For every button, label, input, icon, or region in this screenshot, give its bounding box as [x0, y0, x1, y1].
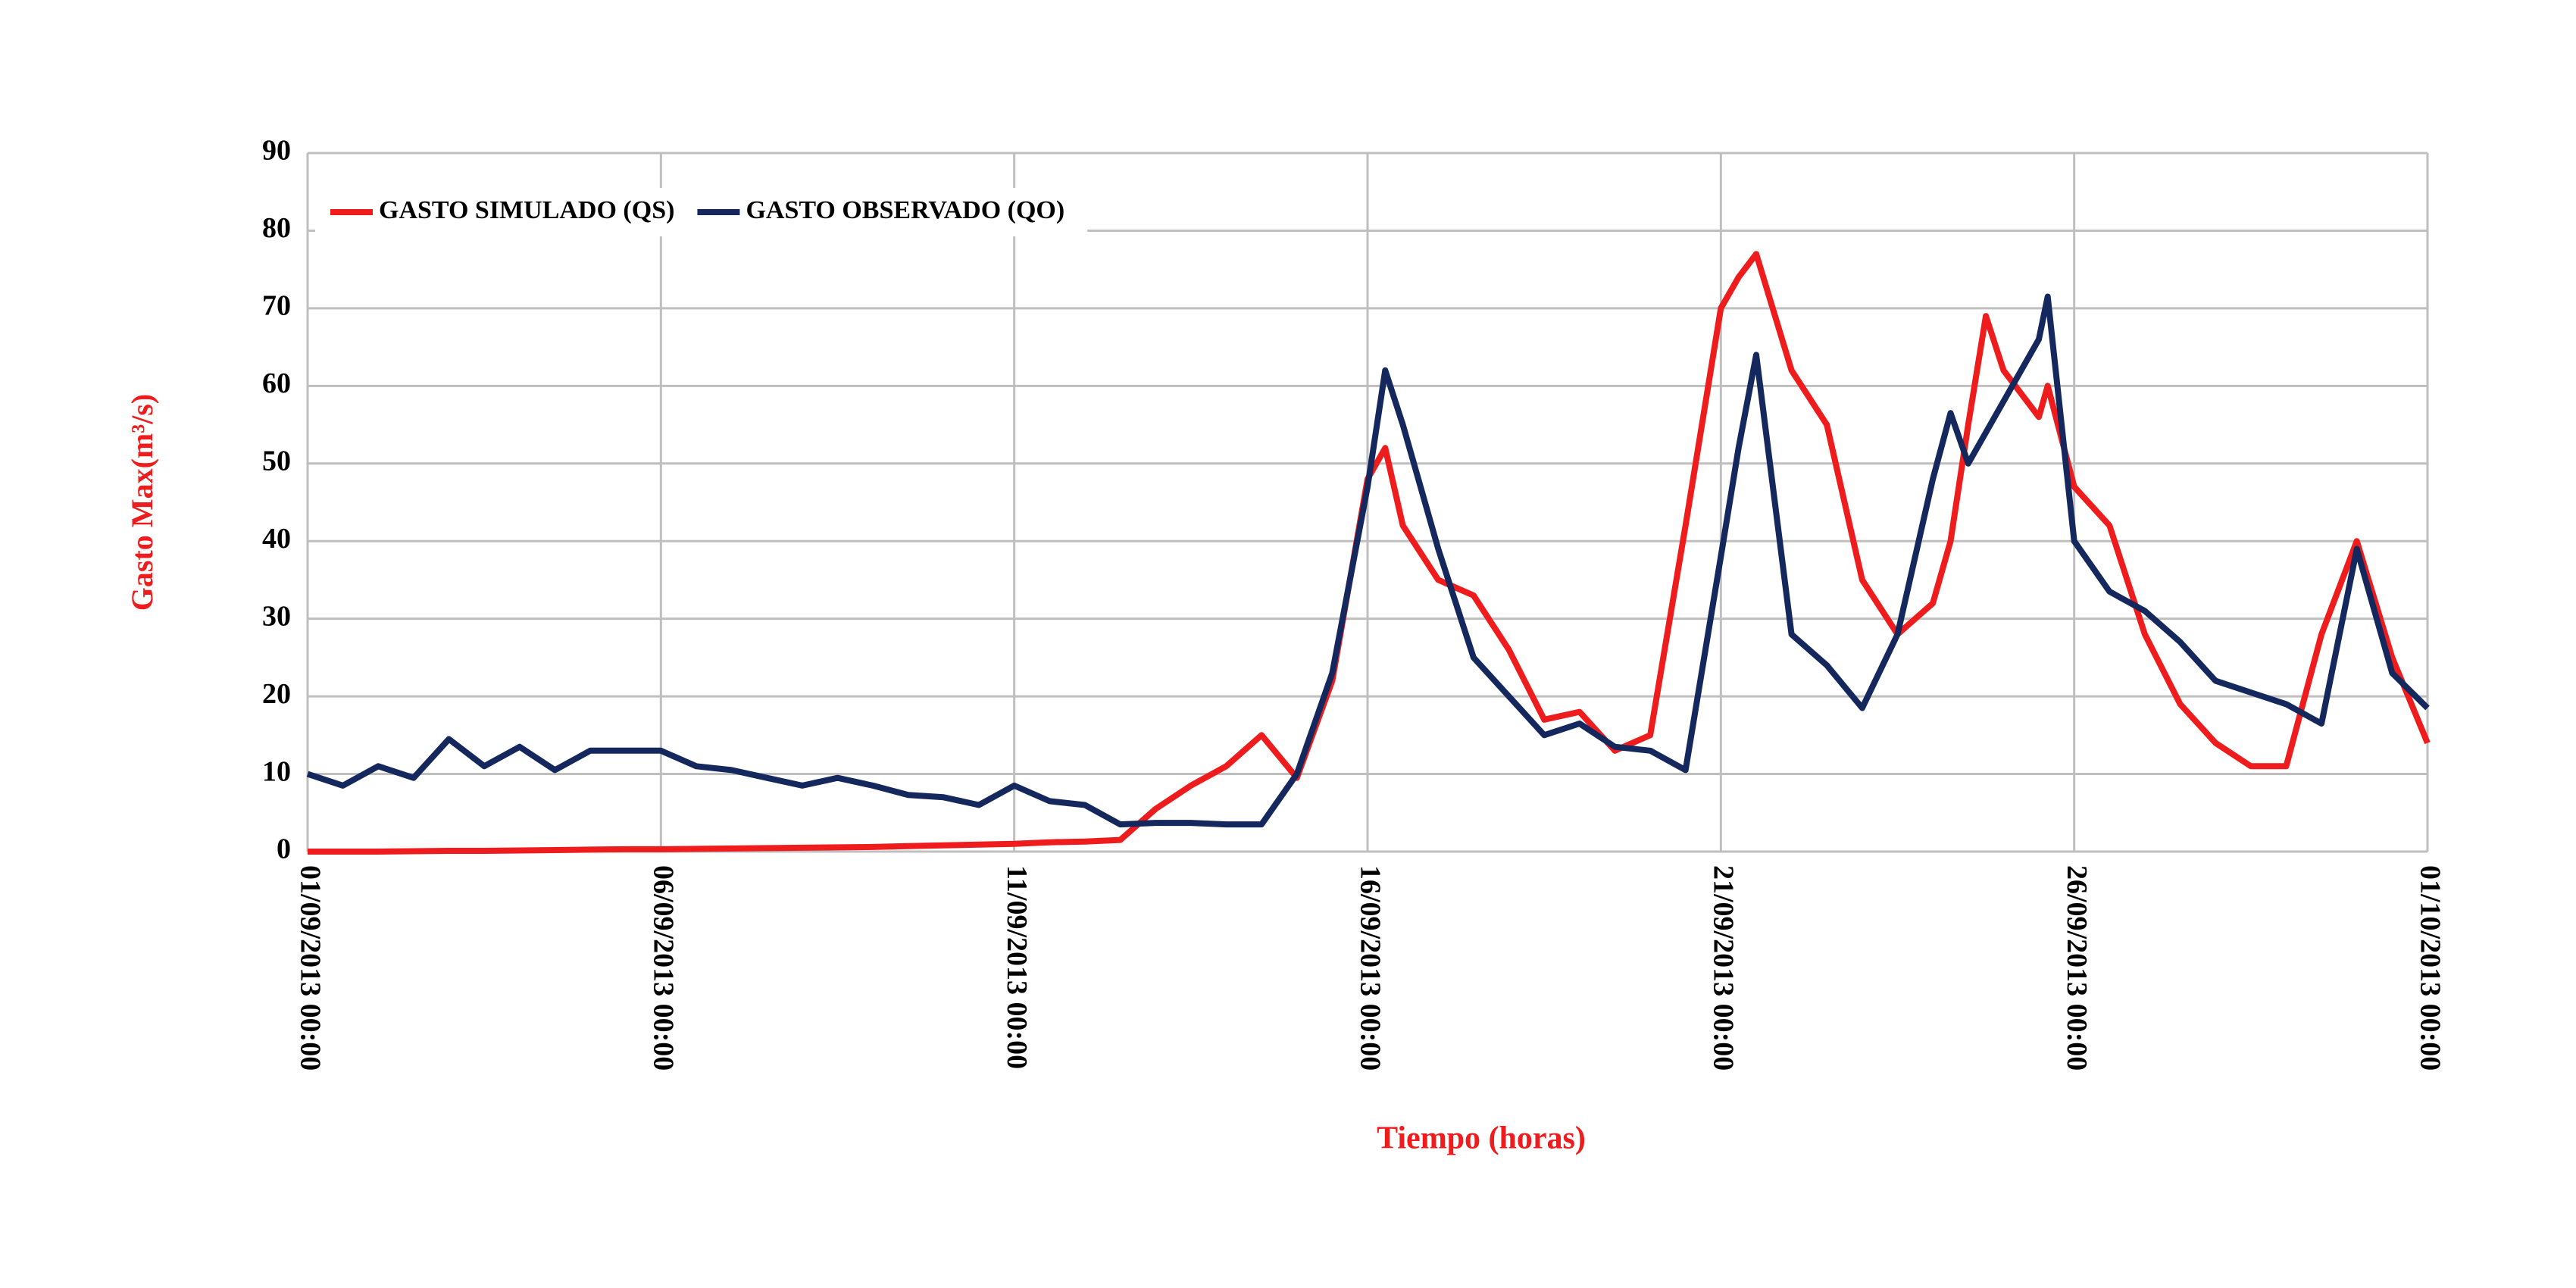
y-tick-label: 50 [262, 445, 291, 477]
legend: GASTO SIMULADO (QS) GASTO OBSERVADO (QO) [315, 188, 1088, 236]
y-tick-label: 40 [262, 523, 291, 555]
x-axis-label: Tiempo (horas) [1377, 1121, 1586, 1156]
y-axis-label: Gasto Max(m³/s) [125, 394, 159, 611]
y-tick-label: 60 [262, 367, 291, 399]
y-tick-label: 70 [262, 290, 291, 322]
x-tick-label: 11/09/2013 00:00 [1001, 865, 1033, 1069]
x-tick-label: 21/09/2013 00:00 [1708, 865, 1740, 1071]
series-line [308, 251, 2431, 855]
y-tick-label: 80 [262, 212, 291, 244]
legend-label: GASTO OBSERVADO (QO) [746, 196, 1064, 224]
x-tick-label: 01/10/2013 00:00 [2414, 865, 2446, 1071]
series-line [306, 293, 2430, 828]
x-tick-label: 16/09/2013 00:00 [1354, 865, 1386, 1071]
y-tick-label: 20 [262, 678, 291, 710]
x-tick-label: 01/09/2013 00:00 [294, 865, 326, 1071]
y-tick-label: 0 [277, 833, 291, 865]
x-tick-label: 06/09/2013 00:00 [648, 865, 680, 1071]
legend-label: GASTO SIMULADO (QS) [379, 196, 674, 224]
x-tick-label: 26/09/2013 00:00 [2061, 865, 2093, 1071]
y-tick-label: 30 [262, 600, 291, 632]
y-tick-label: 10 [262, 755, 291, 787]
y-tick-label: 90 [262, 135, 291, 167]
